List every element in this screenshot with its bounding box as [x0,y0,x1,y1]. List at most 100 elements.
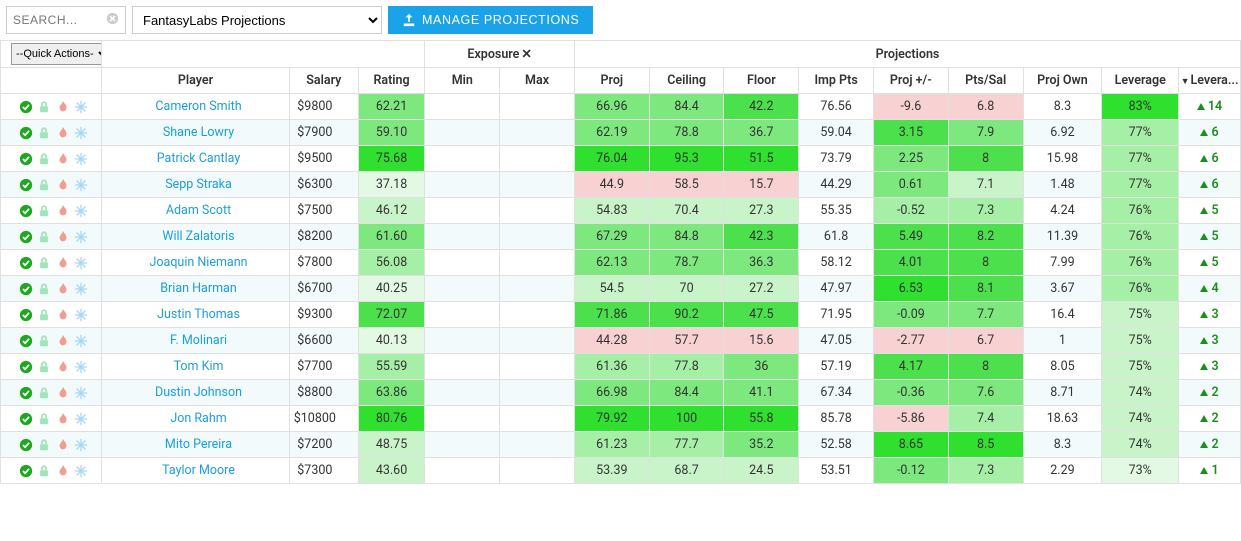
check-icon[interactable] [19,412,33,426]
check-icon[interactable] [19,438,33,452]
lock-icon[interactable] [37,360,51,374]
check-icon[interactable] [19,308,33,322]
check-icon[interactable] [19,386,33,400]
col-floor[interactable]: Floor [724,68,799,94]
snowflake-icon[interactable] [74,360,88,374]
snowflake-icon[interactable] [74,256,88,270]
fire-icon[interactable] [56,334,70,348]
snowflake-icon[interactable] [74,282,88,296]
player-link[interactable]: Cameron Smith [155,99,241,114]
min-cell[interactable] [425,94,500,120]
col-player[interactable]: Player [102,68,290,94]
min-cell[interactable] [425,380,500,406]
fire-icon[interactable] [56,256,70,270]
search-input[interactable] [13,13,93,27]
min-cell[interactable] [425,120,500,146]
min-cell[interactable] [425,432,500,458]
col-salary[interactable]: Salary [289,68,358,94]
col-lev-delta[interactable]: ▼Levera... [1179,68,1241,94]
check-icon[interactable] [19,334,33,348]
player-link[interactable]: Adam Scott [166,203,231,218]
player-link[interactable]: Brian Harman [160,281,236,296]
projection-source-select[interactable]: FantasyLabs Projections [132,6,382,34]
max-cell[interactable] [500,94,575,120]
player-link[interactable]: Justin Thomas [157,307,240,322]
min-cell[interactable] [425,198,500,224]
player-link[interactable]: Taylor Moore [162,463,235,478]
col-imp-pts[interactable]: Imp Pts [799,68,874,94]
snowflake-icon[interactable] [74,334,88,348]
check-icon[interactable] [19,178,33,192]
fire-icon[interactable] [56,438,70,452]
max-cell[interactable] [500,172,575,198]
manage-projections-button[interactable]: MANAGE PROJECTIONS [388,6,593,34]
min-cell[interactable] [425,250,500,276]
max-cell[interactable] [500,354,575,380]
max-cell[interactable] [500,120,575,146]
player-link[interactable]: Tom Kim [174,359,224,374]
max-cell[interactable] [500,250,575,276]
lock-icon[interactable] [37,334,51,348]
fire-icon[interactable] [56,308,70,322]
lock-icon[interactable] [37,100,51,114]
lock-icon[interactable] [37,152,51,166]
fire-icon[interactable] [56,282,70,296]
col-max[interactable]: Max [500,68,575,94]
fire-icon[interactable] [56,412,70,426]
lock-icon[interactable] [37,438,51,452]
max-cell[interactable] [500,302,575,328]
col-proj-pm[interactable]: Proj +/- [874,68,949,94]
max-cell[interactable] [500,224,575,250]
lock-icon[interactable] [37,204,51,218]
snowflake-icon[interactable] [74,204,88,218]
min-cell[interactable] [425,172,500,198]
player-link[interactable]: Jon Rahm [170,411,226,426]
check-icon[interactable] [19,230,33,244]
fire-icon[interactable] [56,152,70,166]
check-icon[interactable] [19,152,33,166]
fire-icon[interactable] [56,360,70,374]
player-link[interactable]: Shane Lowry [163,125,234,140]
max-cell[interactable] [500,328,575,354]
snowflake-icon[interactable] [74,230,88,244]
fire-icon[interactable] [56,464,70,478]
snowflake-icon[interactable] [74,464,88,478]
max-cell[interactable] [500,276,575,302]
player-link[interactable]: Patrick Cantlay [157,151,241,166]
max-cell[interactable] [500,432,575,458]
fire-icon[interactable] [56,178,70,192]
player-link[interactable]: Mito Pereira [165,437,232,452]
lock-icon[interactable] [37,126,51,140]
lock-icon[interactable] [37,386,51,400]
fire-icon[interactable] [56,126,70,140]
col-min[interactable]: Min [425,68,500,94]
col-proj[interactable]: Proj [574,68,649,94]
check-icon[interactable] [19,204,33,218]
lock-icon[interactable] [37,282,51,296]
fire-icon[interactable] [56,100,70,114]
snowflake-icon[interactable] [74,152,88,166]
min-cell[interactable] [425,146,500,172]
check-icon[interactable] [19,282,33,296]
max-cell[interactable] [500,146,575,172]
search-box[interactable] [6,6,126,34]
player-link[interactable]: Dustin Johnson [155,385,242,400]
snowflake-icon[interactable] [74,412,88,426]
max-cell[interactable] [500,406,575,432]
col-leverage[interactable]: Leverage [1102,68,1179,94]
col-proj-own[interactable]: Proj Own [1023,68,1102,94]
player-link[interactable]: Will Zalatoris [162,229,234,244]
min-cell[interactable] [425,276,500,302]
min-cell[interactable] [425,328,500,354]
max-cell[interactable] [500,198,575,224]
fire-icon[interactable] [56,386,70,400]
min-cell[interactable] [425,224,500,250]
min-cell[interactable] [425,302,500,328]
snowflake-icon[interactable] [74,438,88,452]
snowflake-icon[interactable] [74,178,88,192]
check-icon[interactable] [19,126,33,140]
snowflake-icon[interactable] [74,308,88,322]
fire-icon[interactable] [56,230,70,244]
col-pts-sal[interactable]: Pts/Sal [948,68,1023,94]
lock-icon[interactable] [37,464,51,478]
